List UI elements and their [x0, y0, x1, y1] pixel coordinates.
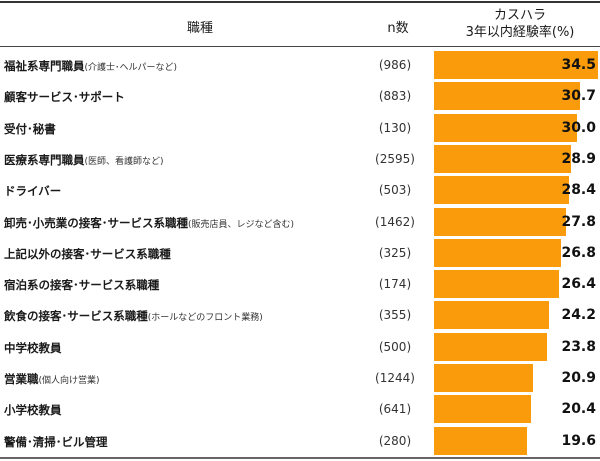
- job-label: 宿泊系の接客･サービス系職種: [4, 277, 159, 293]
- value-label: 28.4: [561, 182, 596, 199]
- bar: [434, 82, 580, 111]
- table-row: 医療系専門職員(医師、看護師など) (2595) 28.9: [0, 144, 600, 175]
- job-note: (販売店員、レジなど含む): [188, 219, 295, 230]
- value-label: 28.9: [561, 150, 596, 167]
- value-label: 20.4: [561, 401, 596, 418]
- job-label: 営業職(個人向け営業): [4, 371, 100, 387]
- header-divider: [0, 46, 600, 47]
- bar: [434, 51, 598, 79]
- bar: [434, 364, 534, 392]
- job-label: 卸売･小売業の接客･サービス系職種(販売店員、レジなど含む): [4, 215, 294, 231]
- bar: [434, 238, 562, 267]
- sample-size: (355): [378, 308, 412, 323]
- table-row: 上記以外の接客･サービス系職種 (325) 26.8: [0, 238, 600, 269]
- job-name: 小学校教員: [4, 403, 62, 418]
- job-label: 小学校教員: [4, 402, 62, 418]
- header-rate-line2: 3年以内経験率(%): [465, 25, 575, 40]
- job-label: 受付･秘書: [4, 121, 56, 137]
- bar: [434, 270, 560, 299]
- sample-size: (280): [378, 433, 412, 448]
- sample-size: (1462): [375, 214, 415, 229]
- job-name: 中学校教員: [4, 340, 62, 355]
- bar: [434, 144, 572, 173]
- value-label: 24.2: [561, 307, 596, 324]
- sample-size: (130): [378, 120, 412, 135]
- job-note: (介護士･ヘルパーなど): [84, 63, 178, 73]
- job-name: 医療系専門職員: [4, 152, 85, 167]
- job-name: 受付･秘書: [4, 121, 56, 136]
- value-label: 34.5: [561, 57, 596, 73]
- table-row: ドライバー (503) 28.4: [0, 175, 600, 206]
- job-name: 上記以外の接客･サービス系職種: [4, 246, 171, 261]
- value-label: 19.6: [561, 432, 596, 449]
- job-note: (医師、看護師など): [84, 156, 164, 167]
- header-rate: カスハラ 3年以内経験率(%): [440, 7, 600, 41]
- table-row: 受付･秘書 (130) 30.0: [0, 113, 600, 144]
- bottom-border: [0, 457, 600, 459]
- sample-size: (503): [378, 183, 412, 198]
- sample-size: (325): [378, 245, 412, 260]
- job-label: 福祉系専門職員(介護士･ヘルパーなど): [4, 58, 177, 74]
- job-label: 顧客サービス･サポート: [4, 89, 125, 105]
- value-label: 26.8: [561, 244, 596, 261]
- value-label: 27.8: [561, 213, 596, 230]
- job-name: 福祉系専門職員: [4, 59, 85, 73]
- bar: [434, 395, 531, 424]
- job-name: 警備･清掃･ビル管理: [4, 434, 108, 449]
- bar: [434, 113, 577, 142]
- table-row: 飲食の接客･サービス系職種(ホールなどのフロント業務) (355) 24.2: [0, 300, 600, 331]
- sample-size: (986): [378, 58, 412, 72]
- value-label: 26.4: [561, 276, 596, 293]
- job-label: 医療系専門職員(医師、看護師など): [4, 152, 164, 168]
- top-border: [0, 1, 600, 3]
- table-row: 営業職(個人向け営業) (1244) 20.9: [0, 363, 600, 394]
- table-row: 卸売･小売業の接客･サービス系職種(販売店員、レジなど含む) (1462) 27.8: [0, 207, 600, 238]
- sample-size: (1244): [375, 371, 415, 385]
- table-row: 警備･清掃･ビル管理 (280) 19.6: [0, 426, 600, 457]
- bar: [434, 176, 569, 205]
- table-row: 中学校教員 (500) 23.8: [0, 332, 600, 363]
- job-label: 警備･清掃･ビル管理: [4, 434, 108, 450]
- bar: [434, 332, 548, 361]
- value-label: 20.9: [561, 370, 596, 386]
- bar: [434, 207, 567, 236]
- bar: [434, 426, 528, 455]
- sample-size: (500): [378, 339, 412, 354]
- job-note: (ホールなどのフロント業務): [147, 313, 263, 324]
- value-label: 30.7: [561, 88, 596, 105]
- table-row: 小学校教員 (641) 20.4: [0, 394, 600, 425]
- bar: [434, 301, 550, 330]
- job-name: 卸売･小売業の接客･サービス系職種: [4, 215, 188, 230]
- header-rate-line1: カスハラ: [493, 8, 546, 23]
- job-label: ドライバー: [4, 183, 61, 199]
- sample-size: (883): [378, 89, 412, 104]
- header-job: 職種: [186, 21, 213, 36]
- job-note: (個人向け営業): [38, 376, 100, 386]
- job-name: 営業職: [4, 372, 39, 386]
- job-name: ドライバー: [4, 184, 62, 199]
- table-header: 職種 n数 カスハラ 3年以内経験率(%): [0, 3, 600, 46]
- sample-size: (2595): [375, 151, 415, 166]
- table-row: 宿泊系の接客･サービス系職種 (174) 26.4: [0, 269, 600, 300]
- value-label: 30.0: [561, 119, 596, 136]
- job-label: 上記以外の接客･サービス系職種: [4, 246, 171, 262]
- header-n: n数: [387, 21, 409, 36]
- job-name: 飲食の接客･サービス系職種: [4, 309, 148, 324]
- table-row: 福祉系専門職員(介護士･ヘルパーなど) (986) 34.5: [0, 50, 600, 81]
- job-label: 中学校教員: [4, 340, 62, 356]
- value-label: 23.8: [561, 338, 596, 355]
- job-label: 飲食の接客･サービス系職種(ホールなどのフロント業務): [4, 308, 263, 324]
- sample-size: (641): [378, 402, 412, 417]
- table-row: 顧客サービス･サポート (883) 30.7: [0, 81, 600, 112]
- sample-size: (174): [378, 277, 412, 292]
- job-name: 顧客サービス･サポート: [4, 90, 125, 105]
- job-name: 宿泊系の接客･サービス系職種: [4, 278, 160, 293]
